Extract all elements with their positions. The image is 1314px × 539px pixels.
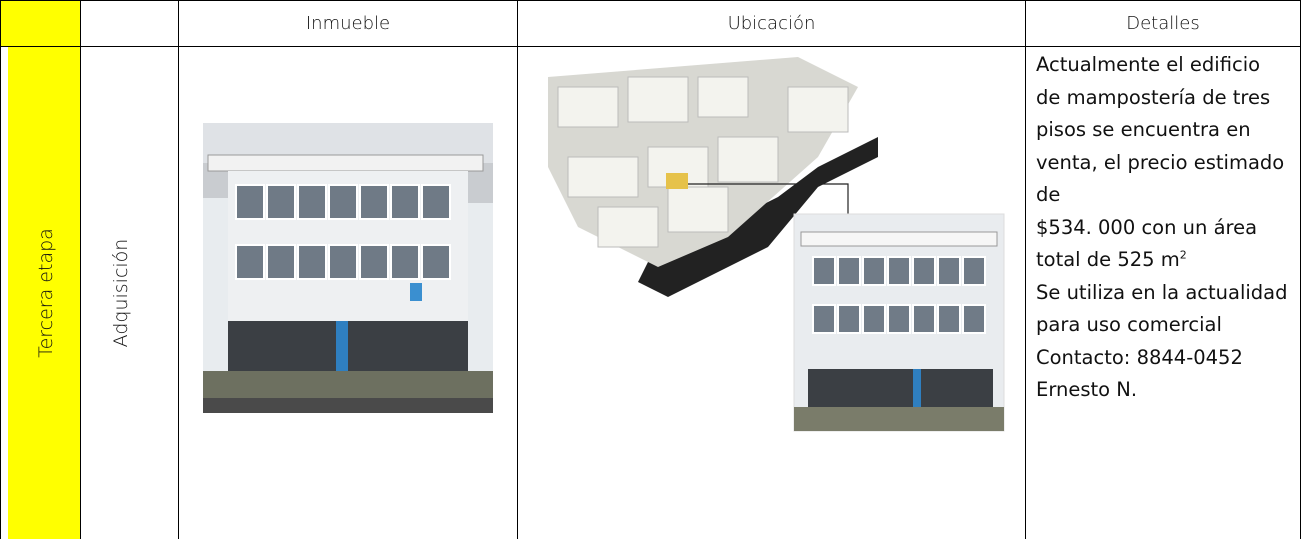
details-cell: Actualmente el edificio de mampostería d… <box>1025 46 1301 539</box>
column-header: Ubicación <box>517 0 1025 46</box>
blank-header <box>80 0 178 46</box>
highlight <box>8 47 80 539</box>
superscript: 2 <box>1179 248 1187 262</box>
column-header: Detalles <box>1025 0 1301 46</box>
column-header: Inmueble <box>178 0 517 46</box>
corner-cell <box>0 0 80 46</box>
details-text: $534. 000 con un área total de 525 m2 <box>1036 212 1290 277</box>
stage-label: Tercera etapa <box>35 228 57 358</box>
stage-cell: Tercera etapa <box>0 46 80 539</box>
details-text: Actualmente el edificio de mampostería d… <box>1036 53 1285 206</box>
details-text: Contacto: 8844-0452 Ernesto N. <box>1036 345 1243 402</box>
building-photo <box>203 123 493 413</box>
phase-label: Adquisición <box>110 238 132 348</box>
phase-cell: Adquisición <box>80 46 178 539</box>
details-text: Se utiliza en la actualidad para uso com… <box>1036 280 1288 337</box>
location-cell <box>517 46 1025 539</box>
location-map <box>548 57 1005 432</box>
details-text: $534. 000 con un área total de 525 m <box>1036 215 1258 272</box>
property-cell <box>178 46 517 539</box>
